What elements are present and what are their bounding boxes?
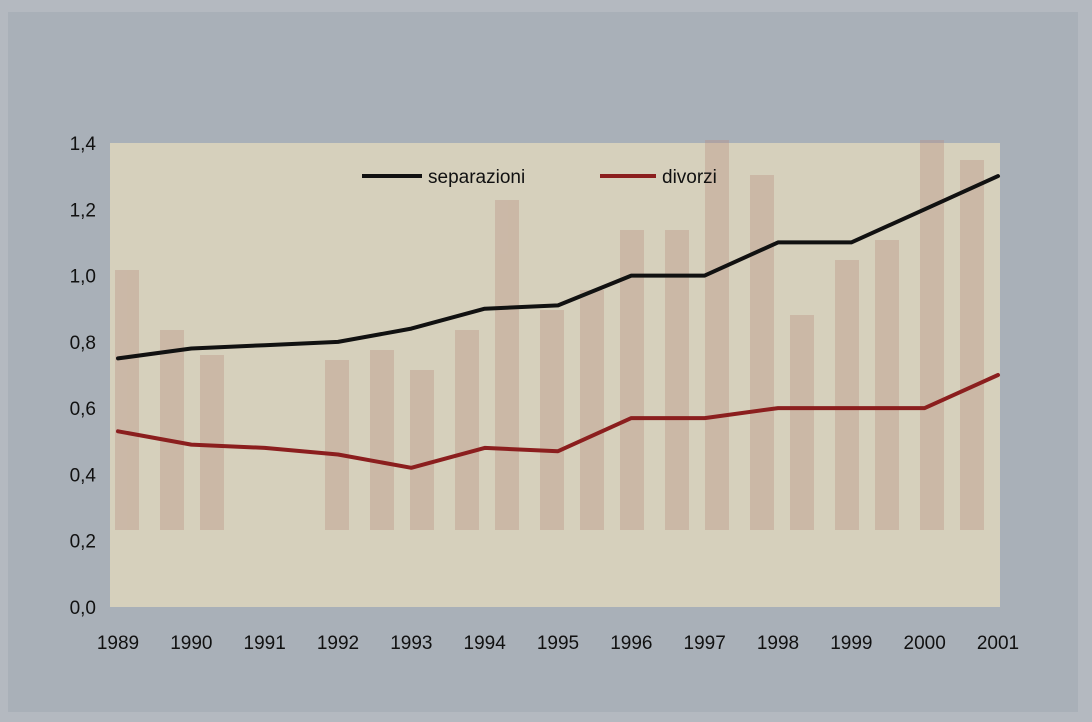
y-tick-label: 0,2 bbox=[70, 532, 96, 553]
x-tick-label: 1997 bbox=[684, 633, 726, 654]
y-tick-label: 0,6 bbox=[70, 399, 96, 420]
x-tick-label: 1993 bbox=[390, 633, 432, 654]
background-texture bbox=[115, 140, 984, 530]
x-tick-label: 1991 bbox=[244, 633, 286, 654]
x-tick-label: 2001 bbox=[977, 633, 1019, 654]
x-tick-label: 1995 bbox=[537, 633, 579, 654]
y-tick-label: 0,8 bbox=[70, 333, 96, 354]
y-tick-label: 1,4 bbox=[70, 134, 97, 155]
x-tick-label: 1989 bbox=[97, 633, 139, 654]
y-tick-label: 1,2 bbox=[70, 200, 96, 221]
x-tick-label: 1994 bbox=[464, 633, 507, 654]
plot-area bbox=[110, 143, 1000, 607]
x-tick-label: 1999 bbox=[830, 633, 872, 654]
legend-label-separazioni: separazioni bbox=[428, 167, 525, 188]
x-tick-label: 1990 bbox=[170, 633, 212, 654]
legend: separazioni divorzi bbox=[362, 167, 717, 188]
x-axis: 1989 1990 1991 1992 1993 1994 1995 1996 1997 1998… bbox=[97, 633, 1019, 654]
y-axis: 0,0 0,2 0,4 0,6 0,8 1,0 1,2 1,4 bbox=[70, 134, 97, 619]
series-lines bbox=[116, 174, 1000, 470]
x-tick-label: 1992 bbox=[317, 633, 359, 654]
y-tick-label: 0,4 bbox=[70, 465, 97, 486]
legend-label-divorzi: divorzi bbox=[662, 167, 717, 188]
x-tick-label: 2000 bbox=[904, 633, 946, 654]
x-tick-label: 1998 bbox=[757, 633, 799, 654]
y-tick-label: 1,0 bbox=[70, 267, 96, 288]
x-tick-label: 1996 bbox=[610, 633, 652, 654]
y-tick-label: 0,0 bbox=[70, 598, 96, 619]
